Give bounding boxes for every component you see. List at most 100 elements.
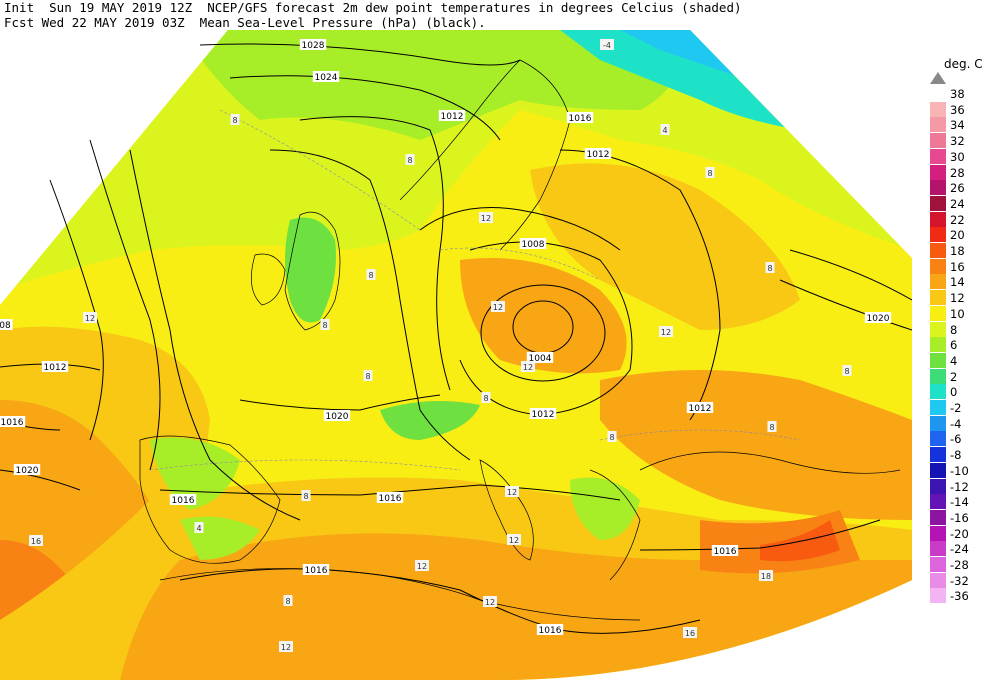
legend-item: 14 — [930, 274, 1000, 290]
legend-label: -12 — [950, 479, 969, 494]
legend-label: 0 — [950, 385, 958, 400]
legend-item: -24 — [930, 541, 1000, 557]
dewpoint-label-box — [405, 154, 415, 165]
isobar-label: 1020 — [16, 466, 39, 476]
legend-item: -14 — [930, 494, 1000, 510]
isobar-label-box — [41, 361, 69, 372]
dewpoint-label: 16 — [31, 537, 41, 546]
isobar-label: 1004 — [529, 354, 552, 364]
dewpoint-label-box — [521, 361, 535, 372]
dewpoint-label-box — [194, 522, 204, 533]
legend-item: 10 — [930, 305, 1000, 321]
isobar-label-box — [584, 148, 612, 159]
legend-label: 24 — [950, 196, 965, 211]
dewpoint-label-box — [505, 486, 519, 497]
legend-swatch — [930, 305, 946, 321]
legend-item: -8 — [930, 447, 1000, 463]
legend-swatch — [930, 462, 946, 478]
legend-label: -2 — [950, 401, 962, 415]
dewpoint-label: 12 — [523, 363, 533, 372]
legend-swatch — [930, 588, 946, 604]
legend-item: 24 — [930, 195, 1000, 211]
dewpoint-label-box — [279, 641, 293, 652]
isobar-label: 1016 — [539, 626, 562, 636]
legend-item: -12 — [930, 478, 1000, 494]
legend-item: -6 — [930, 431, 1000, 447]
legend-item: -2 — [930, 400, 1000, 415]
dewpoint-label-box — [607, 431, 617, 442]
dewpoint-label: 12 — [485, 598, 495, 607]
dewpoint-label: 12 — [509, 536, 519, 545]
dewpoint-label: 4 — [196, 524, 201, 533]
legend-swatch — [930, 101, 946, 117]
legend-label: -4 — [950, 416, 962, 431]
isobar-label-box — [0, 319, 13, 330]
legend-swatch — [930, 227, 946, 243]
dewpoint-label-box — [366, 269, 376, 280]
legend-item: 18 — [930, 243, 1000, 258]
legend-label: 30 — [950, 149, 965, 164]
legend-item: -4 — [930, 415, 1000, 431]
isobar-label: 1012 — [689, 404, 712, 414]
coastlines — [139, 59, 901, 621]
legend-swatch — [930, 447, 946, 463]
dewpoint-label-box — [842, 365, 852, 376]
dewpoint-label: 8 — [707, 169, 712, 178]
legend-label: 14 — [950, 275, 965, 290]
dewpoint-label-box — [767, 421, 777, 432]
legend-label: 38 — [950, 87, 965, 101]
dewpoint-label: 8 — [285, 597, 290, 606]
dewpoint-label-box — [765, 262, 775, 273]
isobar-label: 1012 — [587, 150, 610, 160]
dewpoint-label: 12 — [507, 488, 517, 497]
legend-swatch — [930, 180, 946, 196]
isobar-label: 1012 — [44, 363, 67, 373]
legend-item: 4 — [930, 352, 1000, 368]
legend-item: -10 — [930, 462, 1000, 478]
legend-item: -16 — [930, 509, 1000, 525]
legend-swatch — [930, 541, 946, 557]
legend-item: 6 — [930, 337, 1000, 353]
dewpoint-label: 18 — [761, 572, 771, 581]
isobar-label: 1008 — [522, 240, 545, 250]
dewpoint-label-box — [705, 167, 715, 178]
isobar-label: 1016 — [379, 494, 402, 504]
isobar-label: 1016 — [305, 566, 328, 576]
isobar-label: 1016 — [172, 496, 195, 506]
isobar-label-box — [566, 112, 594, 123]
legend-swatch — [930, 572, 946, 588]
legend-label: -16 — [950, 510, 969, 525]
legend-label: 8 — [950, 322, 958, 337]
legend-swatch — [930, 117, 946, 133]
map-title-line-1: Init Sun 19 MAY 2019 12Z NCEP/GFS foreca… — [4, 0, 742, 15]
legend-item: -28 — [930, 557, 1000, 572]
legend-item: 36 — [930, 101, 1000, 117]
legend-swatch — [930, 415, 946, 431]
legend-item: 22 — [930, 211, 1000, 227]
dewpoint-label: 12 — [481, 214, 491, 223]
legend-label: 12 — [950, 291, 965, 306]
legend-swatch — [930, 431, 946, 447]
legend-label: 36 — [950, 102, 965, 117]
dewpoint-label: 8 — [368, 271, 373, 280]
legend-label: 28 — [950, 165, 965, 180]
dewpoint-label: 8 — [769, 423, 774, 432]
isobar-label-box — [686, 402, 714, 413]
dewpoint-label: 8 — [609, 433, 614, 442]
legend-swatch — [930, 494, 946, 510]
legend-swatch — [930, 478, 946, 494]
legend-item: 32 — [930, 133, 1000, 149]
legend-swatch — [930, 290, 946, 306]
legend-swatch — [930, 525, 946, 541]
legend-swatch — [930, 557, 946, 572]
dewpoint-label-box — [507, 534, 521, 545]
legend-swatch — [930, 195, 946, 211]
dewpoint-label-box — [483, 596, 497, 607]
dewpoint-label-box — [363, 370, 373, 381]
dewpoint-label-box — [415, 560, 429, 571]
dewpoint-shading — [0, 30, 912, 680]
forecast-map[interactable]: 1028 1024 1012 1016 1012 1008 1004 1012 1012 1020… — [0, 30, 912, 680]
dewpoint-label: 8 — [322, 321, 327, 330]
dewpoint-label: 8 — [767, 264, 772, 273]
isobar-label: 1012 — [441, 112, 464, 122]
